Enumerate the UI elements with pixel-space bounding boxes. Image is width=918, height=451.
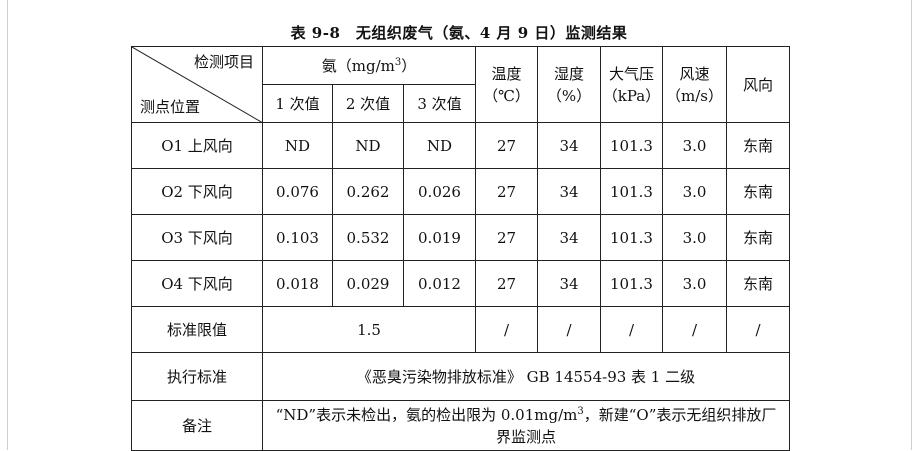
page-edge-left bbox=[7, 0, 8, 450]
wd-cell: 东南 bbox=[726, 168, 790, 215]
ws-cell: 3.0 bbox=[662, 122, 727, 169]
value-cell: 0.076 bbox=[262, 168, 333, 215]
sub-col-1: 1 次值 bbox=[262, 84, 333, 123]
slash-cell: / bbox=[662, 306, 727, 353]
value-cell: ND bbox=[332, 122, 404, 169]
wind-direction-header: 风向 bbox=[726, 46, 790, 123]
table-row: O3 下风向 0.103 0.532 0.019 27 34 101.3 3.0… bbox=[131, 214, 790, 261]
point-cell: O2 下风向 bbox=[131, 168, 263, 215]
ws-cell: 3.0 bbox=[662, 168, 727, 215]
slash-cell: / bbox=[475, 306, 538, 353]
hum-cell: 34 bbox=[537, 214, 601, 261]
table-row: O1 上风向 ND ND ND 27 34 101.3 3.0 东南 bbox=[131, 122, 790, 169]
table-row: O4 下风向 0.018 0.029 0.012 27 34 101.3 3.0… bbox=[131, 260, 790, 307]
point-header-label: 测点位置 bbox=[140, 98, 201, 116]
pres-cell: 101.3 bbox=[600, 260, 663, 307]
value-cell: ND bbox=[262, 122, 333, 169]
temp-cell: 27 bbox=[475, 214, 538, 261]
sub-col-2: 2 次值 bbox=[332, 84, 404, 123]
pres-cell: 101.3 bbox=[600, 214, 663, 261]
wd-cell: 东南 bbox=[726, 122, 790, 169]
pres-cell: 101.3 bbox=[600, 168, 663, 215]
ammonia-header: 氨（mg/m3） bbox=[262, 46, 476, 85]
standard-row: 执行标准 《恶臭污染物排放标准》 GB 14554-93 表 1 二级 bbox=[131, 352, 790, 401]
pressure-header: 大气压 （kPa） bbox=[600, 46, 663, 123]
wd-cell: 东南 bbox=[726, 260, 790, 307]
hum-cell: 34 bbox=[537, 260, 601, 307]
remark-row: 备注 “ND”表示未检出，氨的检出限为 0.01mg/m3，新建“O”表示无组织… bbox=[131, 400, 790, 451]
value-cell: 0.029 bbox=[332, 260, 404, 307]
table-title: 表 9-8 无组织废气（氨、4 月 9 日）监测结果 bbox=[290, 24, 628, 42]
wind-speed-header: 风速 （m/s） bbox=[662, 46, 727, 123]
standard-label: 执行标准 bbox=[131, 352, 263, 401]
value-cell: 0.262 bbox=[332, 168, 404, 215]
pres-cell: 101.3 bbox=[600, 122, 663, 169]
page-edge-right bbox=[911, 0, 912, 450]
limit-label: 标准限值 bbox=[131, 306, 263, 353]
value-cell: 0.018 bbox=[262, 260, 333, 307]
slash-cell: / bbox=[726, 306, 790, 353]
humidity-header: 湿度 （%） bbox=[537, 46, 601, 123]
remark-text: “ND”表示未检出，氨的检出限为 0.01mg/m3，新建“O”表示无组织排放厂… bbox=[262, 400, 790, 451]
slash-cell: / bbox=[600, 306, 663, 353]
table-row: O2 下风向 0.076 0.262 0.026 27 34 101.3 3.0… bbox=[131, 168, 790, 215]
sub-col-3: 3 次值 bbox=[403, 84, 476, 123]
temp-cell: 27 bbox=[475, 168, 538, 215]
remark-unit-sup: 3 bbox=[577, 405, 584, 417]
item-header-label: 检测项目 bbox=[193, 53, 254, 71]
wd-cell: 东南 bbox=[726, 214, 790, 261]
standard-value: 《恶臭污染物排放标准》 GB 14554-93 表 1 二级 bbox=[262, 352, 790, 401]
point-cell: O1 上风向 bbox=[131, 122, 263, 169]
slash-cell: / bbox=[537, 306, 601, 353]
value-cell: 0.019 bbox=[403, 214, 476, 261]
value-cell: ND bbox=[403, 122, 476, 169]
diagonal-header-cell: 检测项目 测点位置 bbox=[131, 46, 263, 123]
temp-cell: 27 bbox=[475, 260, 538, 307]
limit-value: 1.5 bbox=[262, 306, 476, 353]
point-cell: O4 下风向 bbox=[131, 260, 263, 307]
hum-cell: 34 bbox=[537, 122, 601, 169]
remark-label: 备注 bbox=[131, 400, 263, 451]
value-cell: 0.026 bbox=[403, 168, 476, 215]
ws-cell: 3.0 bbox=[662, 260, 727, 307]
value-cell: 0.012 bbox=[403, 260, 476, 307]
temperature-header: 温度 （℃） bbox=[475, 46, 538, 123]
value-cell: 0.103 bbox=[262, 214, 333, 261]
limit-row: 标准限值 1.5 / / / / / bbox=[131, 306, 790, 353]
hum-cell: 34 bbox=[537, 168, 601, 215]
ws-cell: 3.0 bbox=[662, 214, 727, 261]
ammonia-unit-sup: 3 bbox=[394, 56, 402, 68]
value-cell: 0.532 bbox=[332, 214, 404, 261]
diagonal-line bbox=[132, 47, 263, 123]
temp-cell: 27 bbox=[475, 122, 538, 169]
monitoring-table: 检测项目 测点位置 氨（mg/m3） 温度 （℃） 湿度 （%） 大气压 （kPa） … bbox=[131, 46, 790, 451]
point-cell: O3 下风向 bbox=[131, 214, 263, 261]
